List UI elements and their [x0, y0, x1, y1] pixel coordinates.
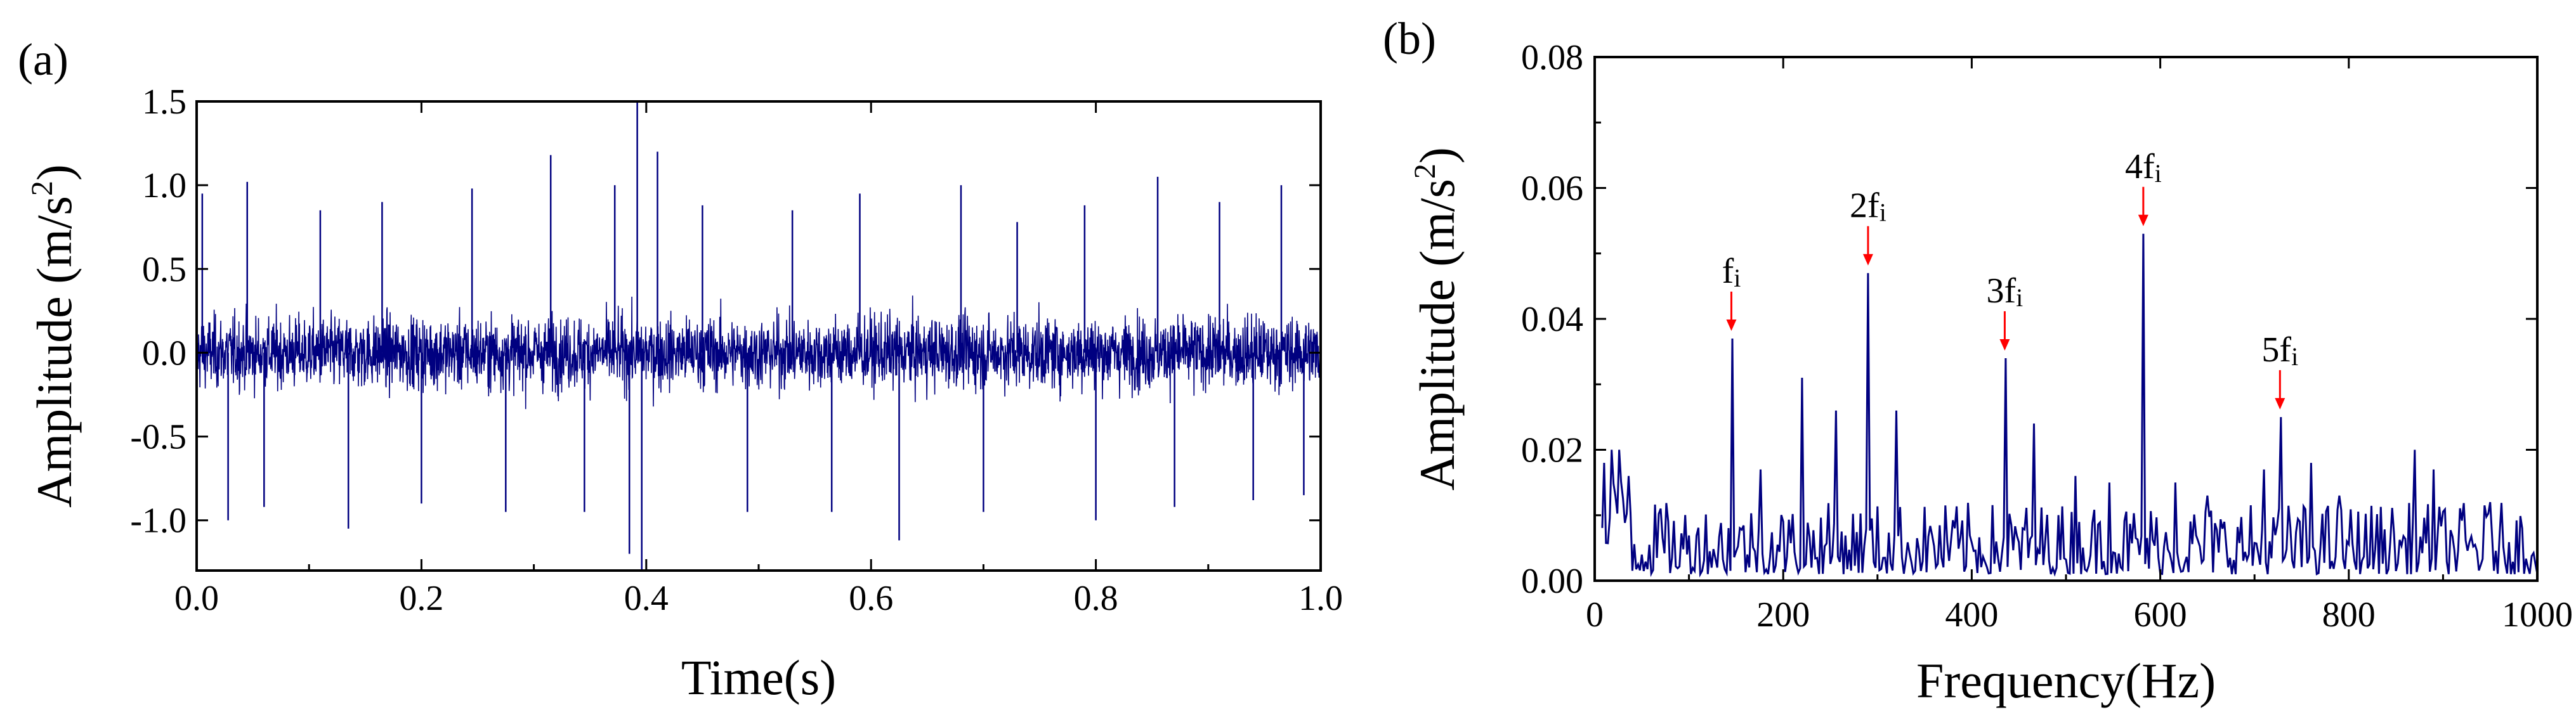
harmonic-label-sub: i	[1880, 198, 1886, 227]
y-tick-label: 0.08	[1521, 38, 1583, 77]
harmonic-label-base: 3f	[1987, 271, 2017, 311]
x-tick-label: 800	[2322, 595, 2376, 635]
panel-a-plot-frame	[195, 100, 1322, 572]
panel-a-y-label-end: )	[27, 164, 82, 181]
harmonic-label: 2fi	[1850, 186, 1886, 227]
harmonic-label-base: 2f	[1850, 186, 1880, 226]
panel-b-y-axis-label: Amplitude (m/s2)	[1408, 147, 1465, 491]
harmonic-label-sub: i	[2016, 283, 2023, 312]
x-tick-label: 0.6	[849, 579, 893, 618]
panel-a-y-axis-label: Amplitude (m/s2)	[25, 164, 82, 508]
harmonic-label-sub: i	[1734, 264, 1741, 292]
x-tick-label: 600	[2134, 595, 2187, 635]
x-tick-label: 0	[1586, 595, 1604, 635]
harmonic-arrow-head	[1862, 254, 1873, 266]
y-tick-label: 0.5	[142, 250, 186, 289]
x-tick-label: 1000	[2502, 595, 2573, 635]
harmonic-label: 4fi	[2125, 147, 2162, 188]
panel-b-label: (b)	[1383, 13, 1436, 64]
harmonic-label-base: f	[1722, 252, 1734, 291]
y-tick-label: 1.0	[142, 166, 186, 205]
y-tick-label: 0.00	[1521, 562, 1583, 601]
harmonic-label-sub: i	[2291, 342, 2298, 371]
y-tick-label: 0.0	[142, 333, 186, 373]
time-signal-trace	[197, 295, 1321, 410]
harmonic-label: 5fi	[2261, 330, 2298, 371]
y-tick-label: -1.0	[130, 501, 186, 541]
y-tick-label: 1.5	[142, 82, 186, 122]
panel-b-plot-frame	[1593, 56, 2539, 582]
panel-a-time-signal: (a) 0.0 0.2 0.4 0.6 0.8 1.0 -1.0 -0.5 0.0 0.5 1.0…	[18, 34, 1343, 705]
panel-b-spectrum: (b) 0 200 400 600 800 1000 0.000.020.040.060.…	[1383, 13, 2573, 708]
panel-b-x-axis-label: Frequency(Hz)	[1916, 653, 2216, 708]
panel-b-y-label-sup: 2	[1408, 164, 1442, 179]
panel-b-series	[1601, 233, 2537, 578]
y-tick-label: 0.04	[1521, 300, 1583, 339]
panel-b-y-label-main: Amplitude (m/s	[1409, 179, 1465, 491]
x-tick-label: 0.2	[399, 579, 443, 618]
x-tick-label: 0.4	[624, 579, 669, 618]
x-tick-label: 0.8	[1074, 579, 1118, 618]
harmonic-label: fi	[1722, 252, 1741, 292]
x-tick-label: 200	[1756, 595, 1810, 635]
panel-a-series	[197, 101, 1321, 571]
y-tick-label: -0.5	[130, 418, 186, 457]
panel-a-y-label-sup: 2	[25, 181, 59, 196]
harmonic-arrow-head	[2138, 214, 2148, 226]
x-tick-label: 0.0	[174, 579, 219, 618]
spectrum-trace	[1601, 233, 2537, 578]
harmonic-arrow-head	[2275, 397, 2285, 410]
panel-a-x-ticks: 0.0 0.2 0.4 0.6 0.8 1.0	[174, 101, 1343, 618]
x-tick-label: 400	[1945, 595, 1998, 635]
y-tick-label: 0.06	[1521, 169, 1583, 209]
panel-b-x-ticks: 0 200 400 600 800 1000	[1586, 57, 2573, 635]
harmonic-label-sub: i	[2155, 159, 2162, 188]
panel-b-y-label-end: )	[1409, 147, 1465, 164]
x-tick-label: 1.0	[1298, 579, 1343, 618]
harmonic-arrow-head	[1999, 339, 2010, 351]
panel-a-y-label-main: Amplitude (m/s	[27, 196, 82, 508]
harmonic-label-base: 4f	[2125, 147, 2155, 186]
y-tick-label: 0.02	[1521, 431, 1583, 470]
panel-a-label: (a)	[18, 34, 69, 85]
panel-b-y-ticks: 0.00 0.02 0.04 0.06 0.08	[1521, 38, 2537, 601]
harmonic-label-base: 5f	[2261, 330, 2291, 370]
panel-a-y-ticks: -1.0 -0.5 0.0 0.5 1.0 1.5	[130, 82, 1321, 541]
panel-a-x-axis-label: Time(s)	[681, 650, 836, 705]
harmonic-arrow-head	[1726, 319, 1737, 331]
harmonic-label: 3fi	[1987, 271, 2024, 312]
